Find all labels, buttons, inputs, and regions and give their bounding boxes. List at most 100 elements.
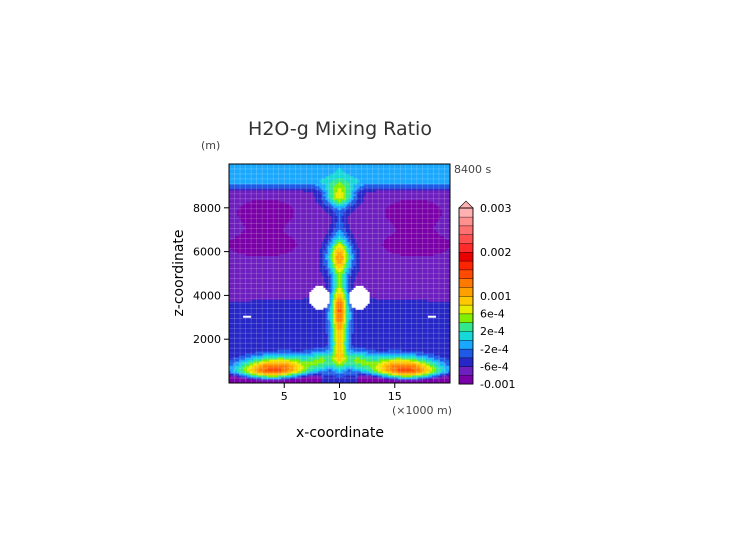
field-cell bbox=[373, 347, 377, 350]
field-cell bbox=[421, 359, 425, 362]
field-cell bbox=[237, 375, 240, 378]
field-cell bbox=[409, 353, 413, 356]
field-cell bbox=[403, 357, 407, 360]
field-cell bbox=[285, 351, 288, 354]
field-cell bbox=[269, 377, 272, 380]
field-cell bbox=[273, 377, 276, 380]
field-cell bbox=[241, 349, 244, 352]
field-cell bbox=[383, 357, 387, 360]
field-cell bbox=[323, 361, 326, 364]
field-cell bbox=[345, 335, 348, 338]
field-cell bbox=[387, 349, 391, 352]
field-cell bbox=[375, 359, 379, 362]
field-cell bbox=[293, 353, 296, 356]
field-cell bbox=[329, 341, 332, 344]
field-cell bbox=[439, 331, 443, 334]
field-cell bbox=[239, 351, 242, 354]
field-cell bbox=[385, 343, 389, 346]
field-cell bbox=[275, 345, 278, 348]
field-cell bbox=[383, 377, 387, 380]
field-cell bbox=[381, 371, 385, 374]
field-cell bbox=[361, 355, 365, 358]
field-cell bbox=[309, 353, 312, 356]
field-cell bbox=[301, 341, 304, 344]
field-cell bbox=[249, 333, 252, 336]
field-cell bbox=[433, 355, 437, 358]
field-cell bbox=[399, 367, 403, 370]
field-cell bbox=[447, 335, 450, 338]
field-cell bbox=[265, 351, 268, 354]
field-cell bbox=[327, 369, 330, 372]
field-cell bbox=[315, 341, 318, 344]
field-cell bbox=[237, 341, 240, 344]
field-cell bbox=[287, 347, 290, 350]
field-cell bbox=[299, 335, 302, 338]
field-cell bbox=[425, 349, 429, 352]
field-cell bbox=[233, 377, 236, 380]
field-cell bbox=[435, 375, 439, 378]
field-cell bbox=[401, 339, 405, 342]
field-cell bbox=[285, 335, 288, 338]
field-cell bbox=[265, 379, 268, 382]
field-cell bbox=[343, 351, 346, 354]
field-cell bbox=[417, 377, 421, 380]
field-cell bbox=[341, 353, 344, 356]
field-cell bbox=[405, 369, 409, 372]
field-cell bbox=[365, 361, 369, 364]
field-cell bbox=[241, 367, 244, 370]
field-cell bbox=[273, 363, 276, 366]
field-cell bbox=[307, 355, 310, 358]
field-cell bbox=[357, 365, 360, 368]
field-cell bbox=[397, 353, 401, 356]
field-cell bbox=[407, 375, 411, 378]
field-cell bbox=[419, 343, 423, 346]
field-cell bbox=[265, 367, 268, 370]
field-cell bbox=[281, 331, 284, 334]
field-cell bbox=[239, 371, 242, 374]
field-cell bbox=[393, 339, 397, 342]
field-cell bbox=[371, 377, 375, 380]
field-cell bbox=[245, 381, 248, 383]
field-cell bbox=[401, 359, 405, 362]
field-cell bbox=[315, 351, 318, 354]
field-cell bbox=[423, 335, 427, 338]
field-cell bbox=[417, 365, 421, 368]
field-cell bbox=[379, 349, 383, 352]
field-cell bbox=[359, 341, 362, 344]
field-cell bbox=[269, 369, 272, 372]
field-cell bbox=[265, 341, 268, 344]
field-cell bbox=[303, 331, 306, 334]
field-cell bbox=[409, 339, 413, 342]
field-cell bbox=[257, 335, 260, 338]
field-cell bbox=[245, 355, 248, 358]
field-cell bbox=[447, 363, 450, 366]
field-cell bbox=[365, 339, 369, 342]
field-cell bbox=[385, 331, 389, 334]
field-cell bbox=[409, 381, 413, 383]
field-cell bbox=[359, 353, 362, 356]
field-cell bbox=[363, 361, 367, 364]
field-cell bbox=[393, 349, 397, 352]
field-cell bbox=[329, 379, 332, 382]
field-cell bbox=[263, 367, 266, 370]
field-cell bbox=[307, 373, 310, 376]
field-cell bbox=[401, 335, 405, 338]
field-cell bbox=[421, 341, 425, 344]
field-cell bbox=[417, 367, 421, 370]
field-cell bbox=[237, 381, 240, 383]
field-cell bbox=[247, 329, 250, 332]
field-cell bbox=[327, 375, 330, 378]
field-cell bbox=[317, 347, 320, 350]
field-cell bbox=[431, 375, 435, 378]
field-cell bbox=[403, 365, 407, 368]
field-cell bbox=[245, 359, 248, 362]
field-cell bbox=[233, 347, 236, 350]
field-cell bbox=[425, 377, 429, 380]
field-cell bbox=[277, 359, 280, 362]
field-cell bbox=[307, 341, 310, 344]
field-cell bbox=[409, 357, 413, 360]
field-cell bbox=[345, 375, 348, 378]
field-cell bbox=[315, 369, 318, 372]
field-cell bbox=[229, 381, 232, 383]
field-cell bbox=[345, 353, 348, 356]
